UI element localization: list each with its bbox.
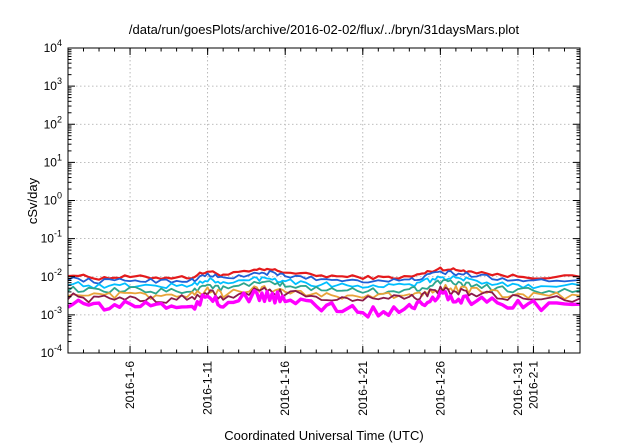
x-tick-labels: 2016-1-6 2016-1-11 2016-1-16 2016-1-21 2016-… — [123, 361, 540, 416]
y-tick-exponent: 4 — [57, 38, 62, 48]
y-tick-label: 10-4 — [41, 343, 62, 360]
y-tick-label: 10-3 — [41, 305, 62, 322]
x-tick-label: 2016-1-26 — [433, 361, 447, 416]
y-tick-exponent: -4 — [54, 343, 62, 353]
series-line — [67, 283, 581, 301]
y-tick-label: 104 — [44, 38, 62, 55]
y-tick-base: 10 — [44, 117, 58, 131]
y-tick-base: 10 — [41, 346, 55, 360]
chart-title: /data/run/goesPlots/archive/2016-02-02/f… — [129, 22, 520, 37]
y-tick-exponent: -1 — [54, 229, 62, 239]
x-tick-label: 2016-1-11 — [201, 361, 215, 415]
y-tick-base: 10 — [41, 270, 55, 284]
y-tick-base: 10 — [41, 232, 55, 246]
series-line — [67, 288, 581, 319]
y-tick-base: 10 — [44, 155, 58, 169]
y-tick-label: 102 — [44, 114, 62, 131]
y-tick-exponent: 0 — [57, 191, 62, 201]
y-tick-exponent: -2 — [54, 267, 62, 277]
series-group — [67, 266, 581, 319]
y-tick-exponent: -3 — [54, 305, 62, 315]
y-tick-exponent: 3 — [57, 76, 62, 86]
axis-ticks — [68, 47, 580, 354]
x-tick-label: 2016-1-31 — [511, 361, 525, 416]
y-tick-exponent: 1 — [57, 152, 62, 162]
y-tick-base: 10 — [41, 308, 55, 322]
x-tick-label: 2016-1-16 — [278, 361, 292, 416]
y-tick-exponent: 2 — [57, 114, 62, 124]
y-tick-base: 10 — [44, 194, 58, 208]
x-tick-label: 2016-1-21 — [356, 361, 370, 416]
y-axis-label: cSv/day — [25, 177, 40, 224]
x-tick-label: 2016-1-6 — [123, 361, 137, 409]
series-line — [67, 278, 581, 295]
series-line — [67, 285, 581, 304]
y-tick-label: 103 — [44, 76, 62, 93]
y-tick-label: 10-2 — [41, 267, 62, 284]
y-tick-base: 10 — [44, 79, 58, 93]
x-tick-label: 2016-2-1 — [526, 361, 540, 409]
y-tick-label: 101 — [44, 152, 62, 169]
y-tick-label: 100 — [44, 191, 62, 208]
y-tick-base: 10 — [44, 41, 58, 55]
y-tick-label: 10-1 — [41, 229, 62, 246]
x-axis-label: Coordinated Universal Time (UTC) — [224, 428, 423, 443]
